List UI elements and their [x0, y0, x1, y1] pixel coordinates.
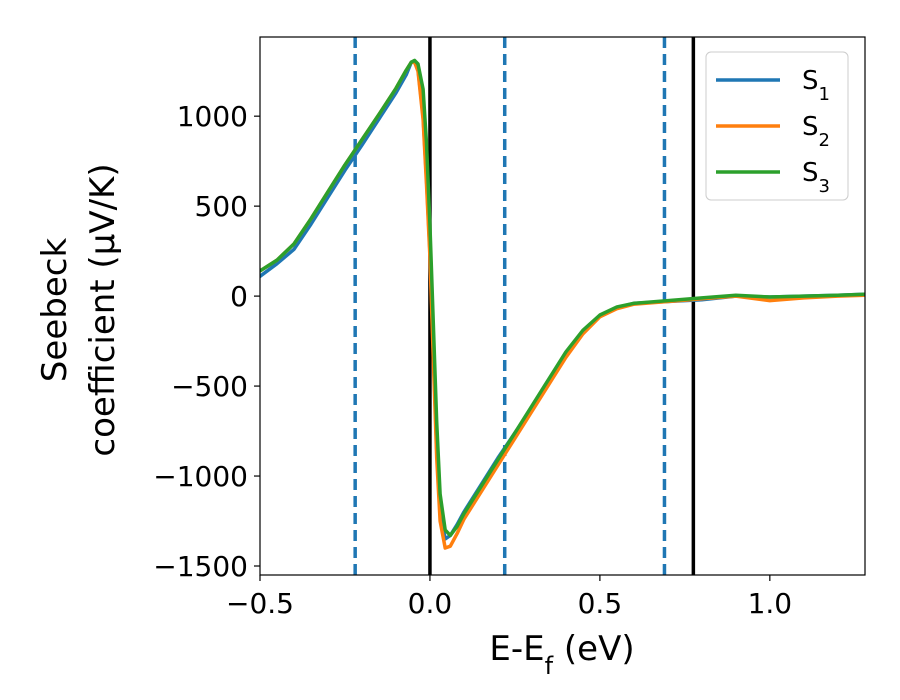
y-axis-label: Seebeck coefficient (μV/K) [35, 163, 123, 456]
y-tick-label: 0 [230, 280, 248, 313]
y-tick-label: −500 [171, 370, 248, 403]
x-axis: −0.5 0.0 0.5 1.0 [226, 575, 792, 620]
x-axis-label: E-Ef (eV) [489, 629, 634, 680]
y-axis-label-line1: Seebeck [35, 238, 75, 383]
y-tick-label: 1000 [177, 100, 248, 133]
legend-label-1: S1 [802, 66, 830, 105]
x-tick-label: 1.0 [748, 587, 793, 620]
legend: S1 S2 S3 [705, 51, 849, 201]
y-tick-label: −1000 [153, 460, 248, 493]
legend-label-2: S2 [802, 112, 830, 151]
y-axis: −1500 −1000 −500 0 500 1000 [153, 100, 260, 583]
x-tick-label: 0.5 [578, 587, 623, 620]
series-lines [260, 58, 865, 550]
plot-frame [259, 36, 866, 576]
x-tick-label: 0.0 [408, 587, 453, 620]
x-tick-label: −0.5 [226, 587, 294, 620]
y-tick-label: −1500 [153, 550, 248, 583]
y-tick-label: 500 [195, 190, 248, 223]
legend-label-3: S3 [802, 158, 830, 197]
y-axis-label-line2: coefficient (μV/K) [83, 163, 123, 456]
series-line-3 [260, 58, 865, 538]
reference-lines [353, 37, 696, 575]
